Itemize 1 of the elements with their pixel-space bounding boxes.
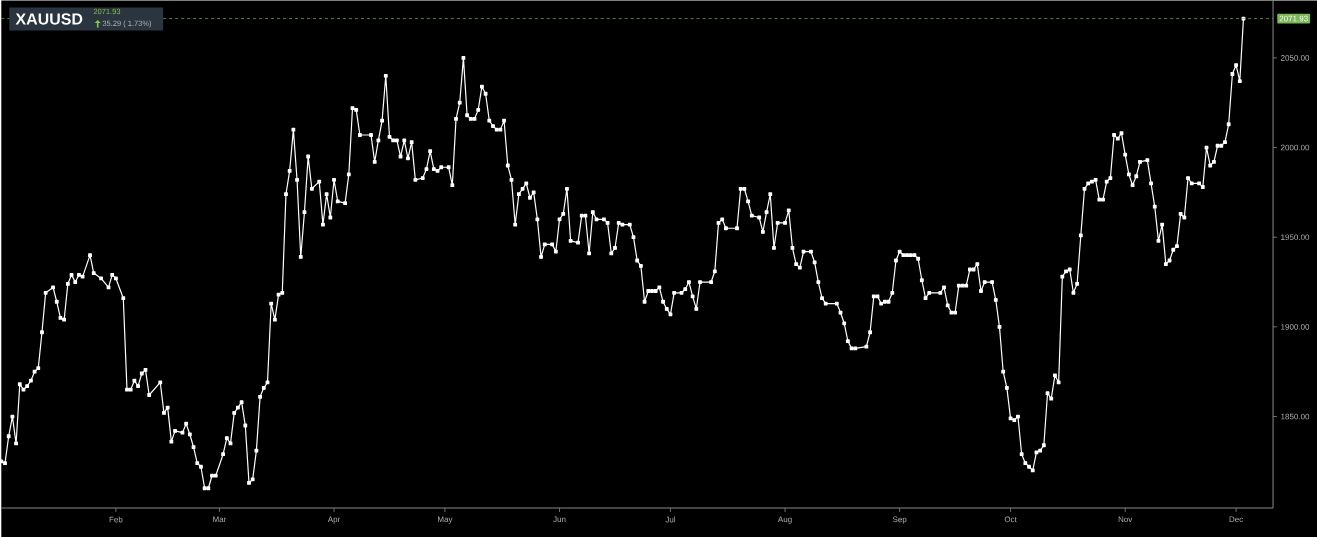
text: XAUUSD: [15, 13, 83, 25]
